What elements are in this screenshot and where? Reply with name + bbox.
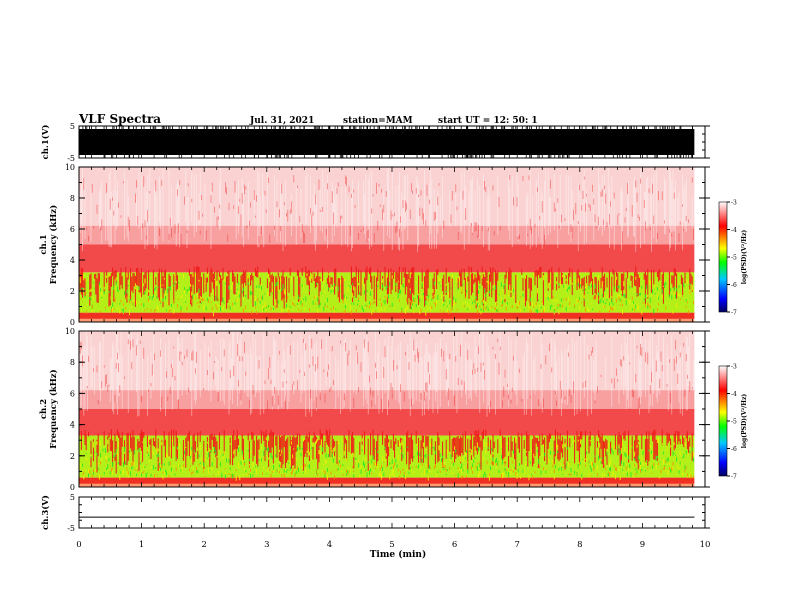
ch1-spectrogram-ytick-label: 10: [65, 163, 75, 172]
ch1-spectrogram-colorbar-label: log(PSD)(V²/Hz): [741, 230, 748, 285]
ch1-waveform-ylabel: ch.1(V): [40, 125, 51, 160]
ch2-spectrogram-ytick-label: 2: [70, 452, 75, 461]
ch1-spectrogram-colorbar-fill: [718, 201, 728, 313]
ch2-spectrogram-colorbar-tick-label: -7: [731, 474, 737, 481]
ch1-spectrogram-orange-texture: [79, 295, 694, 315]
ch1-spectrogram-colorbar-tick-label: -5: [731, 255, 737, 262]
ch1-spectrogram-ytick-label: 6: [70, 225, 75, 234]
ch2-colorbar: -3 -4 -5 -6 -7 log(PSD)(V²/Hz): [718, 364, 748, 481]
ch1-waveform-ytick-label: 5: [70, 122, 75, 131]
ch1-spectrogram-low-red-band: [79, 312, 695, 319]
ch3-waveform-ytick-label: -5: [67, 524, 75, 533]
ch1-spectrogram-panel: 0 2 4 6 8 10 ch.1 Frequency (kHz): [39, 163, 710, 327]
x-tick-label: 3: [264, 540, 269, 550]
ch1-spectrogram-colorbar-tick-label: -3: [731, 200, 737, 207]
ch1-spectrogram-ytick-label: 2: [70, 287, 75, 296]
station-label: station=MAM: [343, 116, 413, 126]
ch1-spectrogram-colorbar-tick-label: -6: [731, 282, 737, 289]
x-tick-label: 5: [389, 540, 394, 550]
ch2-spectrogram-ytick-label: 10: [65, 327, 75, 336]
x-tick-label: 4: [327, 540, 332, 550]
ch2-spectrogram-ytick-label: 4: [70, 421, 75, 430]
date-label: Jul. 31, 2021: [249, 116, 314, 126]
x-tick-label: 10: [700, 540, 711, 550]
ch2-spectrogram-low-red-band: [79, 477, 695, 484]
ch3-waveform-panel: 5 -5 ch.3(V): [40, 493, 710, 533]
ch2-spectrogram-ytick-label: 0: [70, 483, 75, 492]
ch1-spectrogram-red-band: [79, 244, 695, 273]
ch2-spectrogram-colorbar-tick-label: -4: [731, 391, 737, 398]
x-tick-label: 7: [514, 540, 519, 550]
ch1-colorbar: -3 -4 -5 -6 -7 log(PSD)(V²/Hz): [718, 200, 748, 317]
ch1-spectrogram-bottom-band: [79, 318, 695, 322]
x-tick-label: 2: [201, 540, 206, 550]
ch1-spectrogram-transition-band: [79, 225, 695, 245]
ch3-waveform-ylabel: ch.3(V): [40, 495, 51, 530]
ch2-spectrogram-red-band: [79, 409, 695, 436]
ch1-spectrogram-ytick-label: 0: [70, 318, 75, 327]
ch1-spectrogram-ytick-label: 4: [70, 256, 75, 265]
ch1-spectrogram-ylabel: Frequency (kHz): [48, 205, 59, 284]
ch2-spectrogram-light-streaks: [79, 331, 694, 417]
ch1-waveform-panel: 5 -5 ch.1(V): [40, 122, 710, 163]
ch1-spectrogram-ytick-label: 8: [70, 194, 75, 203]
figure-title: VLF Spectra: [78, 112, 161, 126]
ch2-spectrogram-colorbar-tick-label: -5: [731, 419, 737, 426]
start-time-label: start UT = 12: 50: 1: [438, 116, 538, 126]
ch2-spectrogram-channel-label: ch.2: [39, 399, 49, 419]
x-tick-label: 9: [640, 540, 645, 550]
x-tick-label: 1: [139, 540, 144, 550]
ch2-spectrogram-panel: 0 2 4 6 8 10 ch.2 Frequency (kHz): [39, 327, 710, 492]
x-tick-label: 6: [452, 540, 457, 550]
ch2-spectrogram-colorbar-tick-label: -3: [731, 364, 737, 371]
ch2-spectrogram-red-streaks: [79, 338, 693, 412]
ch2-spectrogram-ytick-label: 6: [70, 389, 75, 398]
ch1-spectrogram-colorbar-tick-label: -7: [731, 310, 737, 317]
ch2-spectrogram-ylabel: Frequency (kHz): [48, 369, 59, 448]
time-axis: 0 1 2 3 4 5 6 7 8 9 10: [76, 540, 710, 550]
ch1-spectrogram-red-streaks: [83, 175, 694, 246]
ch3-waveform-ytick-label: 5: [70, 493, 75, 502]
ch1-waveform-trace: [79, 129, 695, 155]
ch2-spectrogram-colorbar-fill: [718, 365, 728, 477]
ch2-spectrogram-colorbar-label: log(PSD)(V²/Hz): [741, 394, 748, 449]
ch1-waveform-ytick-label: -5: [67, 154, 75, 163]
ch2-spectrogram-bottom-band: [79, 483, 695, 487]
ch1-spectrogram-colorbar-tick-label: -4: [731, 227, 737, 234]
ch1-spectrogram-channel-label: ch.1: [39, 234, 49, 254]
x-axis-label: Time (min): [370, 549, 427, 560]
x-tick-label: 8: [577, 540, 582, 550]
x-tick-label: 0: [76, 540, 81, 550]
ch2-spectrogram-colorbar-tick-label: -6: [731, 446, 737, 453]
ch2-spectrogram-ytick-label: 8: [70, 358, 75, 367]
ch2-spectrogram-transition-band: [79, 390, 695, 409]
